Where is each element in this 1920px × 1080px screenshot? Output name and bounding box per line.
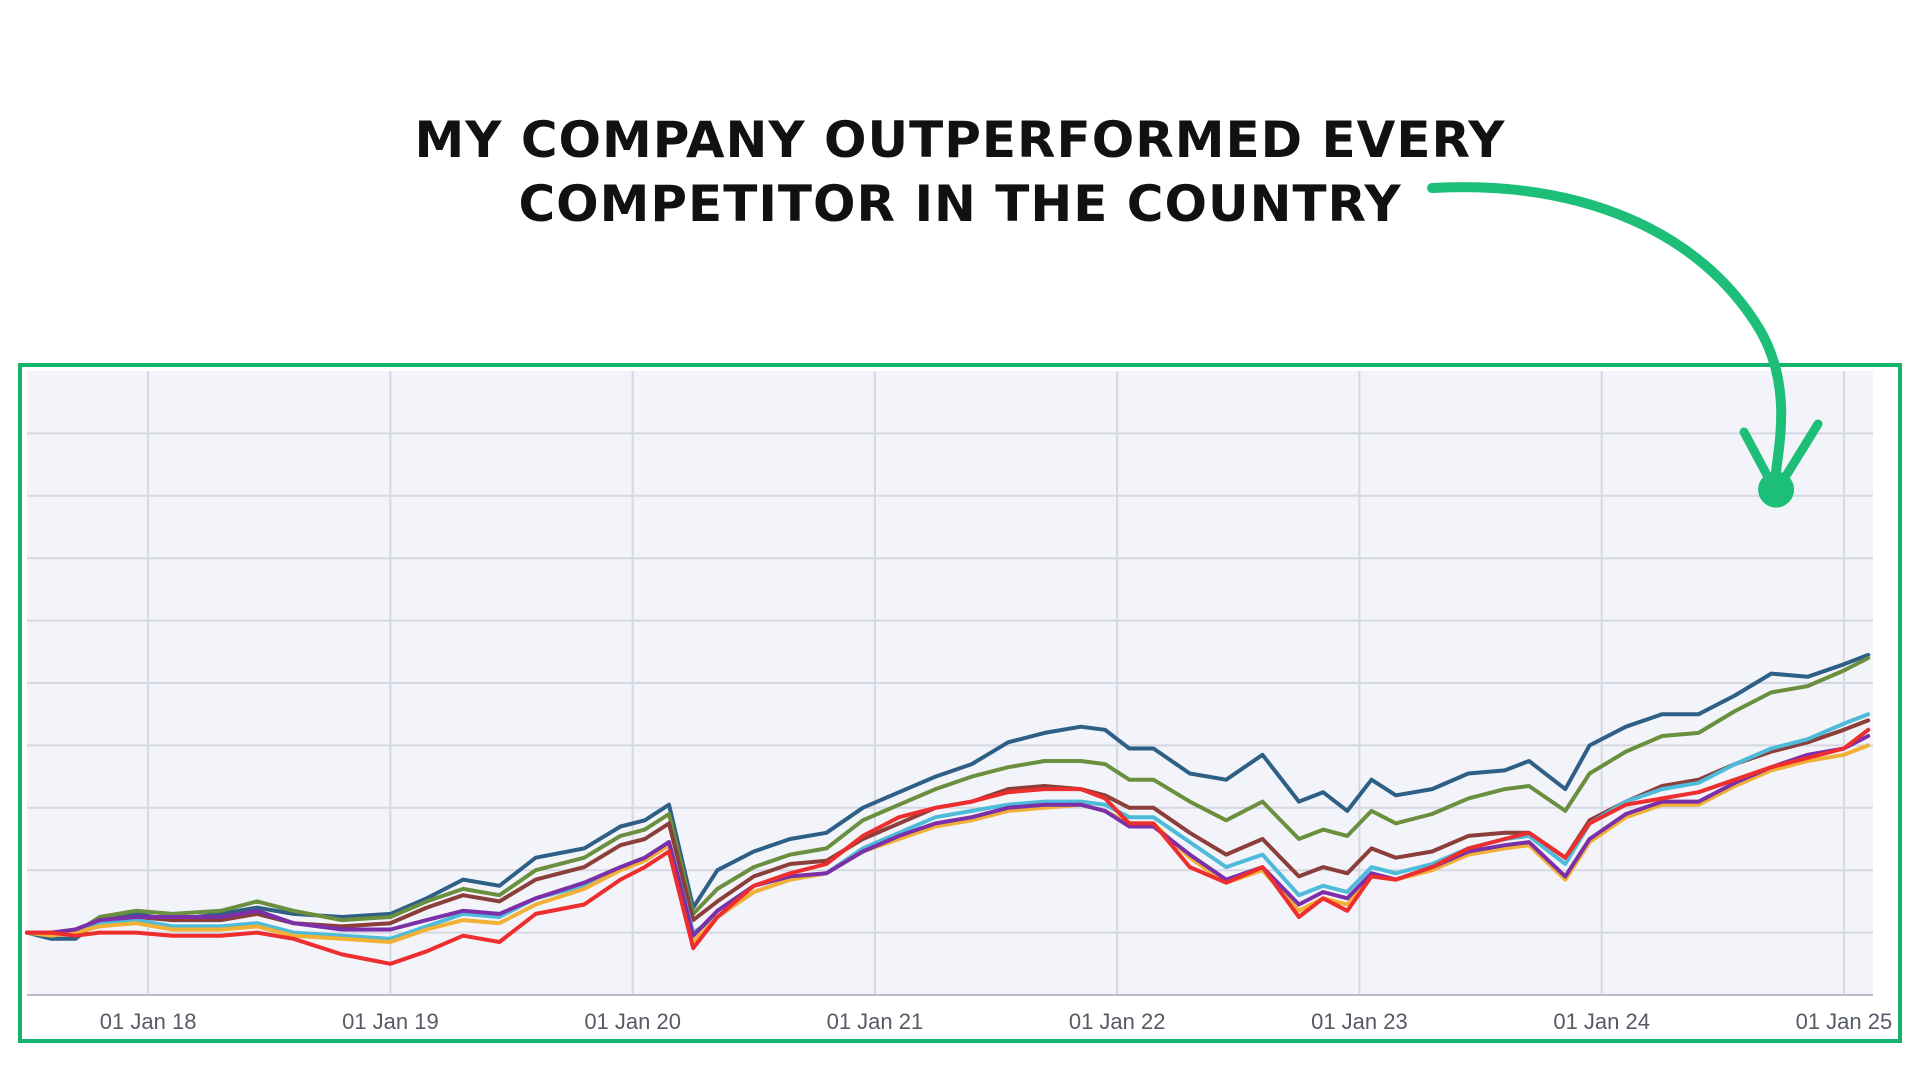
series-lines	[25, 652, 1871, 966]
x-tick-label: 01 Jan 18	[100, 1009, 197, 1034]
caption-line-2: COMPETITOR IN THE COUNTRY	[518, 175, 1402, 233]
x-tick-label: 01 Jan 24	[1553, 1009, 1650, 1034]
x-tick-label: 01 Jan 20	[584, 1009, 681, 1034]
series-line-6	[25, 734, 1871, 938]
annotation-arrow	[1427, 182, 1787, 497]
grid-lines	[27, 371, 1873, 996]
highlight-point	[1758, 471, 1795, 508]
series-line-1	[25, 652, 1871, 941]
x-tick-label: 01 Jan 21	[827, 1009, 924, 1034]
series-line-7	[25, 727, 1871, 966]
x-tick-label: 01 Jan 25	[1796, 1009, 1893, 1034]
x-tick-label: 01 Jan 19	[342, 1009, 439, 1034]
series-line-5	[25, 743, 1871, 944]
series-line-4	[25, 712, 1871, 941]
x-axis-ticks: 01 Jan 18 01 Jan 19 01 Jan 20 01 Jan 21 01 J…	[100, 1009, 1892, 1034]
x-tick-label: 01 Jan 23	[1311, 1009, 1408, 1034]
caption-heading: MY COMPANY OUTPERFORMED EVERY COMPETITOR…	[320, 108, 1600, 236]
series-line-2	[25, 656, 1871, 938]
caption-line-1: MY COMPANY OUTPERFORMED EVERY	[414, 111, 1506, 169]
x-tick-label: 01 Jan 22	[1069, 1009, 1166, 1034]
